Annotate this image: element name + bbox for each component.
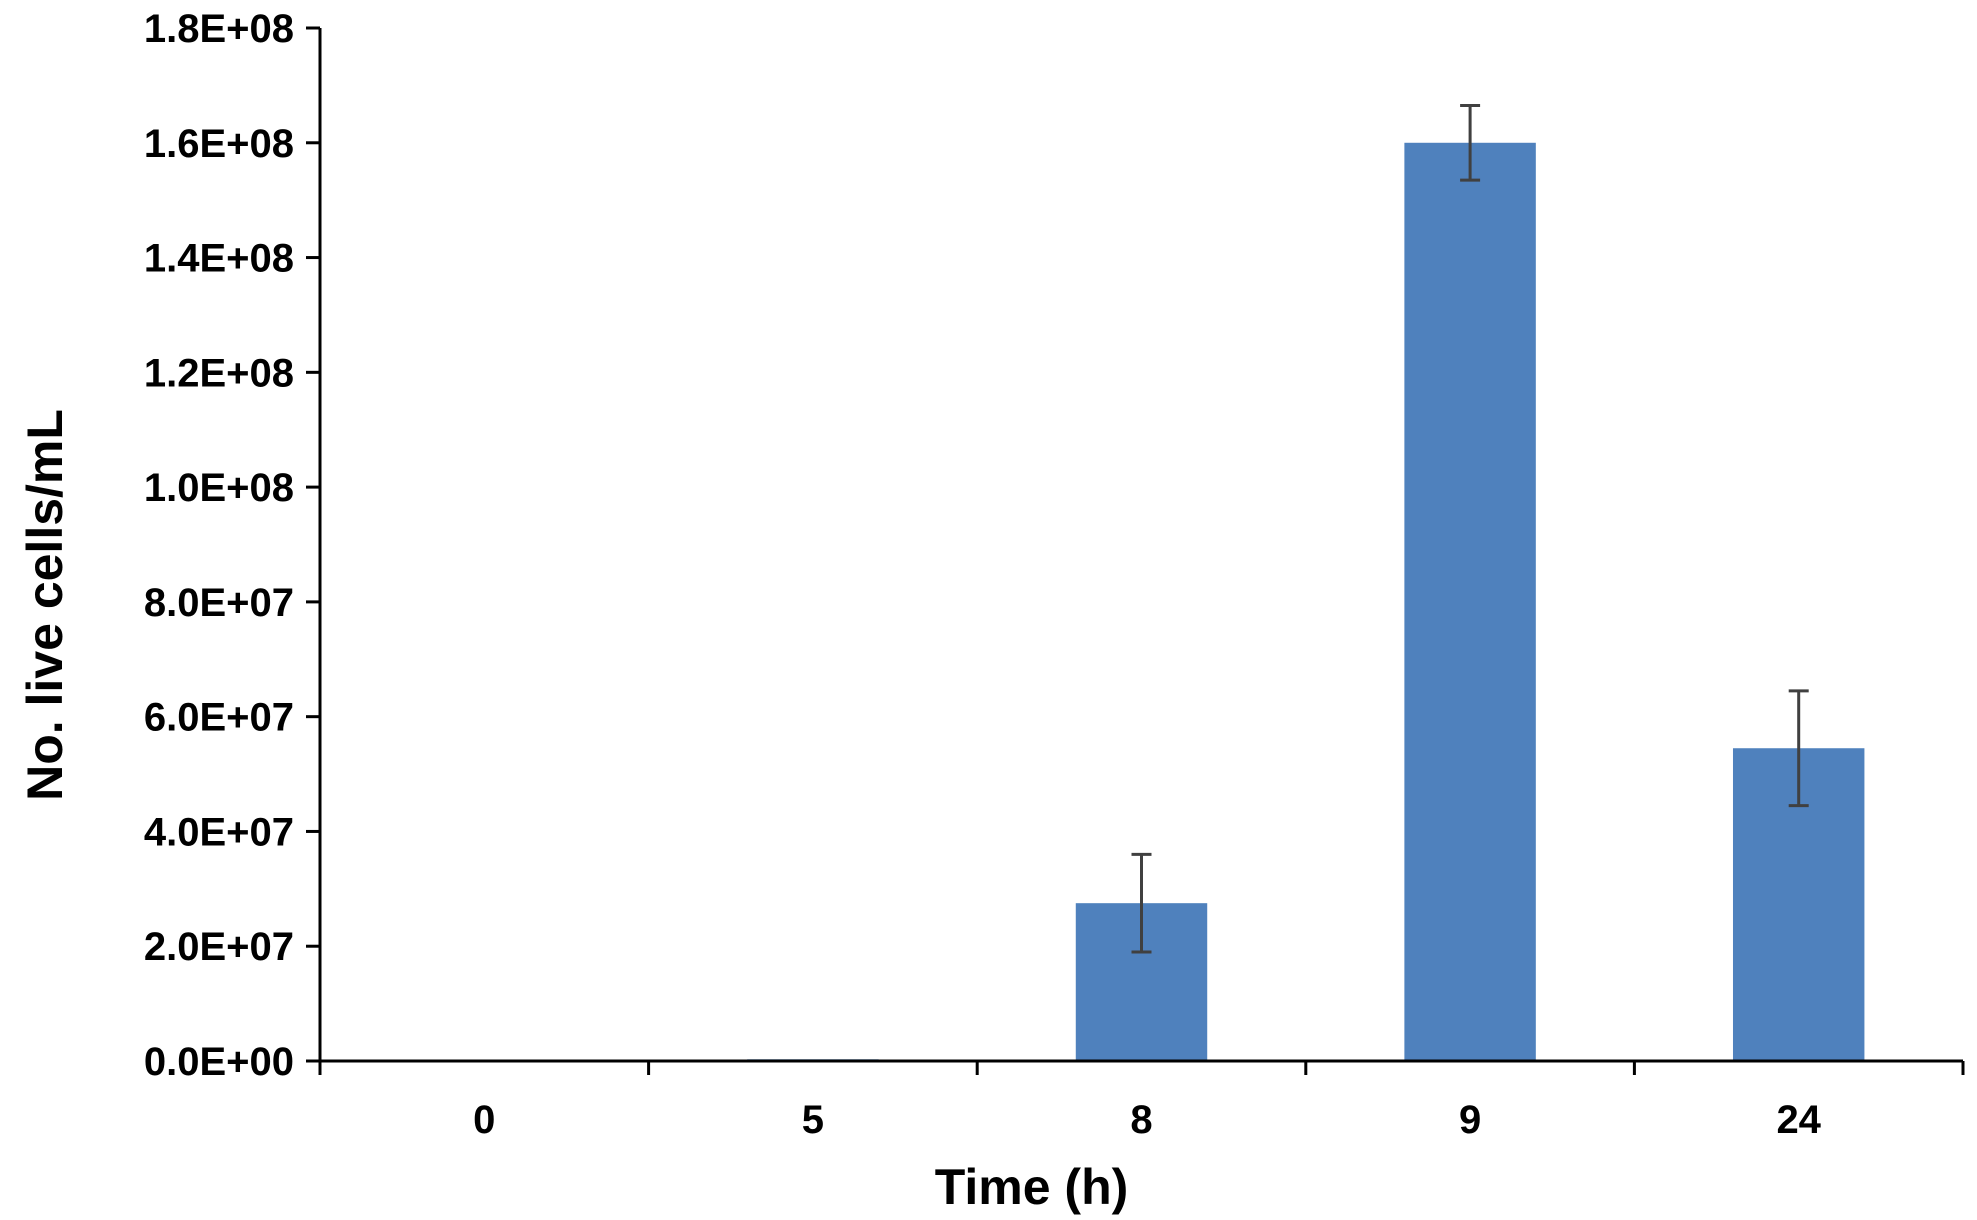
y-tick-label: 1.0E+08 [144, 466, 294, 510]
y-tick-label: 0.0E+00 [144, 1040, 294, 1084]
x-tick-label: 24 [1776, 1098, 1821, 1142]
y-tick-label: 6.0E+07 [144, 696, 294, 740]
y-tick-label: 4.0E+07 [144, 810, 294, 854]
y-tick-label: 2.0E+07 [144, 925, 294, 969]
x-tick-label: 9 [1459, 1098, 1481, 1142]
bar [1404, 142, 1536, 1061]
x-tick-label: 5 [802, 1098, 824, 1142]
error-bars-layer [1131, 103, 1809, 954]
y-ticks: 0.0E+00 2.0E+07 4.0E+07 6.0E+07 8.0E+07 1.0E+… [144, 7, 320, 1084]
y-tick-label: 1.6E+08 [144, 122, 294, 166]
y-axis-title: No. live cells/mL [17, 409, 73, 801]
axes-layer [318, 28, 1963, 1063]
y-tick-label: 1.8E+08 [144, 7, 294, 51]
bars-layer [747, 142, 1865, 1061]
x-ticks: 0 5 8 9 24 [318, 1061, 1965, 1142]
x-axis-title: Time (h) [935, 1159, 1129, 1215]
x-tick-label: 8 [1130, 1098, 1152, 1142]
y-tick-label: 8.0E+07 [144, 581, 294, 625]
y-tick-label: 1.4E+08 [144, 237, 294, 281]
x-tick-label: 0 [473, 1098, 495, 1142]
y-tick-label: 1.2E+08 [144, 351, 294, 395]
